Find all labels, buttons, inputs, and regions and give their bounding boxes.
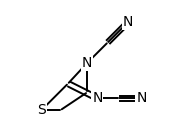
Text: S: S	[37, 103, 46, 117]
Text: N: N	[82, 56, 92, 70]
Text: N: N	[136, 91, 147, 105]
Text: N: N	[123, 15, 133, 29]
Text: N: N	[92, 91, 103, 105]
